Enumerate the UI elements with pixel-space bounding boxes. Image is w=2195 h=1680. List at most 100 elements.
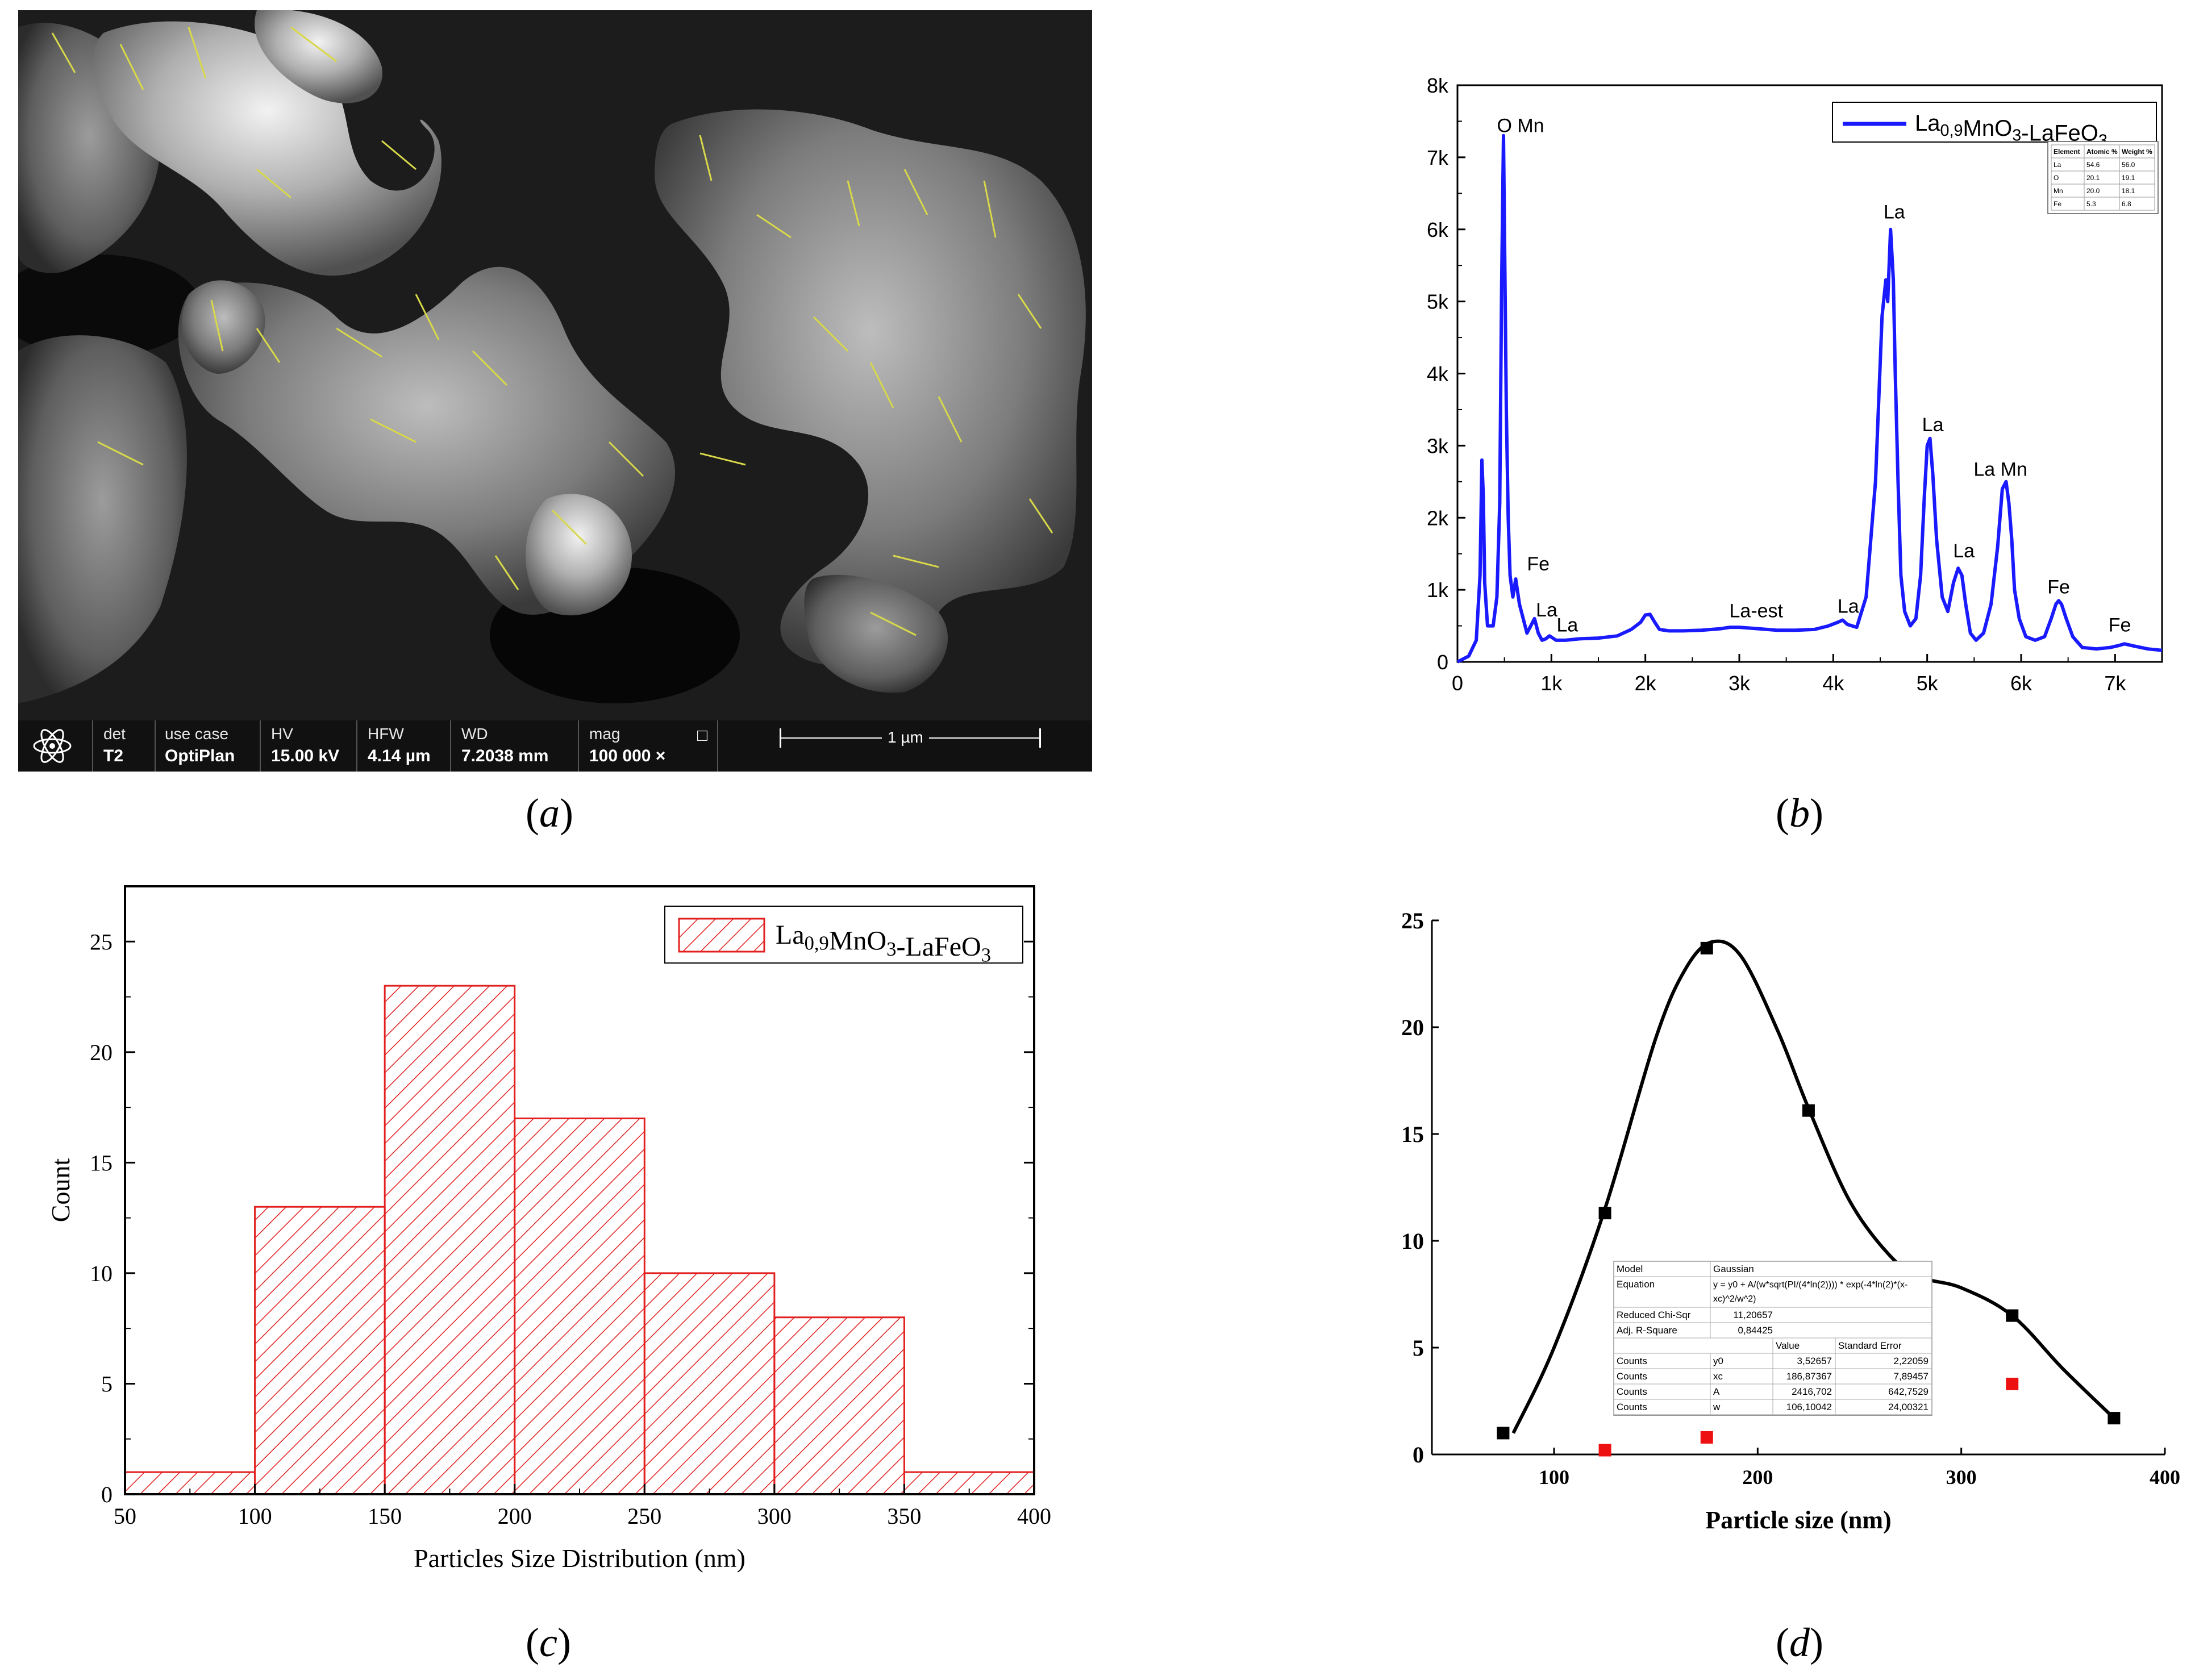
y-tick-label: 5 — [1413, 1335, 1424, 1361]
y-tick-label: 10 — [1401, 1228, 1424, 1254]
caption-d: (d) — [1776, 1620, 1823, 1665]
info-bar-divider — [578, 720, 579, 772]
inset-table-text: 20.0 — [2086, 187, 2100, 195]
x-tick-label: 350 — [887, 1503, 921, 1529]
y-tick-label: 25 — [1401, 908, 1424, 933]
fit-table-text: Model — [1617, 1264, 1643, 1274]
sem-image — [18, 10, 1092, 720]
y-tick-label: 15 — [1401, 1122, 1424, 1147]
info-bar-divider — [717, 720, 718, 772]
x-tick-label: 150 — [368, 1503, 402, 1529]
y-tick-label: 10 — [90, 1261, 113, 1286]
info-field-value: OptiPlan — [165, 747, 235, 765]
fit-table-text: 642,7529 — [1888, 1386, 1929, 1397]
y-tick-label: 25 — [90, 929, 113, 954]
fit-table-text: Counts — [1617, 1402, 1647, 1412]
x-tick-label: 1k — [1540, 672, 1563, 695]
y-tick-label: 5k — [1427, 290, 1449, 314]
y-axis-label: Count — [46, 1158, 75, 1223]
info-field-label: det — [103, 725, 126, 743]
fit-table-text: 24,00321 — [1888, 1402, 1929, 1412]
size-histogram-chart: 0 5 10 15 20 25 50 100 150 200 250 300 350 400 Particl… — [46, 885, 1051, 1573]
info-field-label: WD — [461, 725, 488, 743]
inset-table-text: La — [2054, 161, 2061, 169]
fit-table-text: Counts — [1617, 1356, 1647, 1366]
info-field-value: 4.14 µm — [368, 747, 431, 765]
fit-table-text: Counts — [1617, 1386, 1647, 1397]
mag-box-icon: □ — [697, 726, 708, 745]
data-point — [1598, 1207, 1611, 1220]
x-tick-label: 5k — [1917, 672, 1939, 695]
peak-label: La — [1884, 202, 1905, 223]
y-tick-label: 2k — [1427, 506, 1449, 530]
info-field-label: HV — [271, 725, 293, 743]
x-tick-label: 400 — [1017, 1503, 1051, 1529]
inset-table-text: 19.1 — [2122, 174, 2135, 182]
fit-table-text: Equation — [1617, 1279, 1655, 1290]
legend-label: La0,9MnO3-LaFeO3 — [776, 920, 991, 966]
histogram-bar — [773, 1316, 905, 1495]
peak-label: Mn — [1517, 115, 1544, 136]
x-tick-label: 4k — [1822, 672, 1844, 695]
peak-label: O — [1497, 115, 1511, 136]
fit-table-text: 2416,702 — [1792, 1386, 1832, 1397]
y-tick-label: 7k — [1427, 146, 1449, 169]
peak-label: La-est — [1730, 600, 1784, 622]
x-tick-label: 400 — [2150, 1466, 2180, 1489]
inset-table-text: Atomic % — [2086, 148, 2118, 156]
caption-c: (c) — [526, 1620, 571, 1665]
fit-table-cell — [1835, 1399, 1932, 1415]
caption-a: (a) — [526, 790, 573, 836]
data-point — [1598, 1444, 1611, 1457]
sem-info-bar: det T2 use case OptiPlan HV 15.00 kV HFW 4.14 µ… — [18, 720, 1092, 772]
scale-bar-right-tick — [1039, 728, 1041, 748]
inset-table-cell — [2119, 197, 2155, 211]
y-tick-label: 1k — [1427, 578, 1449, 602]
x-tick-label: 250 — [627, 1503, 661, 1529]
info-bar-divider — [450, 720, 451, 772]
x-tick-label: 3k — [1728, 672, 1751, 695]
y-tick-label: 4k — [1427, 362, 1449, 386]
info-field-label: use case — [165, 725, 229, 743]
peak-label: La — [1838, 596, 1859, 618]
y-tick-label: 20 — [90, 1040, 113, 1065]
fit-table-text: 186,87367 — [1786, 1371, 1832, 1382]
x-tick-label: 100 — [238, 1503, 272, 1529]
fit-table-text: 2,22059 — [1894, 1356, 1929, 1366]
x-tick-label: 6k — [2010, 672, 2032, 695]
fit-table-text: 11,20657 — [1733, 1310, 1773, 1320]
info-field-value: 15.00 kV — [271, 747, 340, 765]
info-bar-divider — [260, 720, 261, 772]
inset-table-text: Fe — [2054, 200, 2061, 208]
inset-table-text: 5.3 — [2086, 200, 2096, 208]
histogram-bar — [254, 1206, 386, 1495]
inset-table-text: O — [2054, 174, 2059, 182]
y-tick-label: 0 — [1437, 651, 1448, 674]
x-tick-label: 0 — [1452, 672, 1463, 695]
y-tick-label: 5 — [101, 1371, 113, 1396]
fit-table-text: y = y0 + A/(w*sqrt(PI/(4*ln(2)))) * exp(… — [1713, 1280, 1907, 1290]
inset-table-frame — [2047, 141, 2159, 214]
inset-table-text: 6.8 — [2122, 200, 2131, 208]
inset-table-text: Element — [2054, 148, 2080, 156]
y-tick-label: 15 — [90, 1150, 113, 1175]
fit-table-text: A — [1713, 1386, 1720, 1397]
x-tick-label: 300 — [757, 1503, 792, 1529]
x-tick-label: 100 — [1539, 1466, 1569, 1489]
data-point — [1497, 1427, 1510, 1440]
y-tick-label: 8k — [1427, 74, 1449, 97]
peak-label: La — [1922, 414, 1944, 436]
scale-bar-left-tick — [780, 728, 781, 748]
scale-bar-label: 1 µm — [882, 728, 929, 747]
y-tick-label: 3k — [1427, 434, 1449, 457]
fit-table-text: 3,52657 — [1797, 1356, 1832, 1366]
peak-label: Fe — [2109, 615, 2131, 636]
y-tick-label: 20 — [1401, 1015, 1424, 1040]
y-tick-label: 0 — [101, 1482, 113, 1507]
inset-table-text: 56.0 — [2122, 161, 2135, 169]
caption-b: (b) — [1776, 790, 1823, 836]
peak-label: Fe — [2047, 576, 2070, 598]
fit-table-text: Standard Error — [1838, 1340, 1902, 1351]
info-bar-divider — [155, 720, 156, 772]
peak-label: La — [1536, 599, 1557, 621]
